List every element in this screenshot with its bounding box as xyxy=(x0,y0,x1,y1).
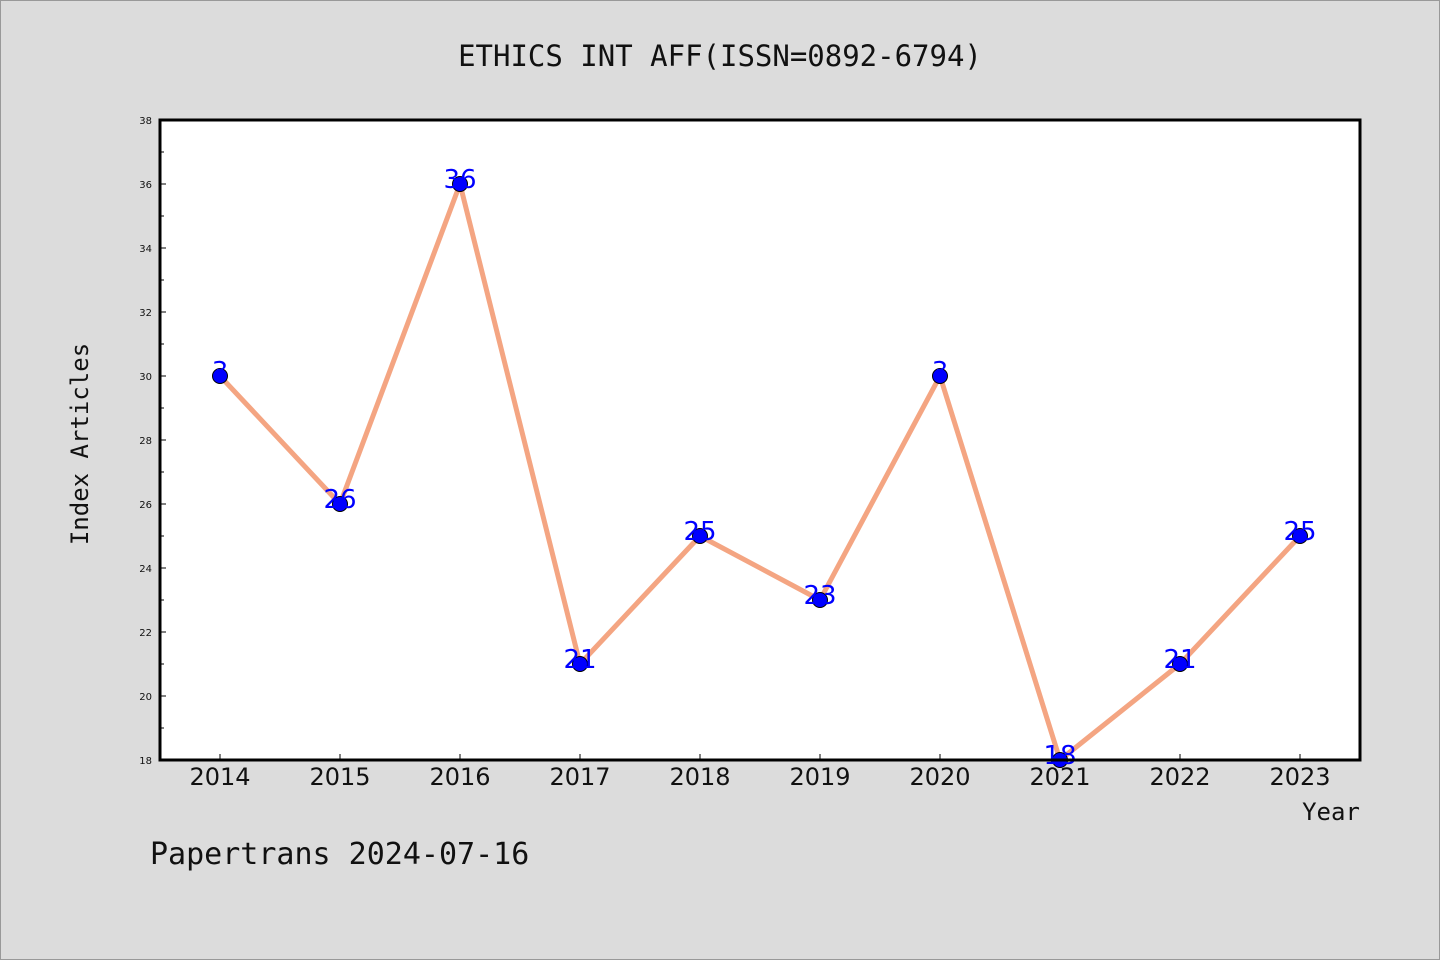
y-tick-label: 18 xyxy=(139,756,152,767)
data-label: 25 xyxy=(683,517,716,547)
data-label: 3 xyxy=(932,357,949,387)
y-tick-label: 28 xyxy=(139,436,152,447)
y-axis-label: Index Articles xyxy=(66,343,94,545)
y-tick-label: 24 xyxy=(139,564,152,575)
x-tick-label: 2016 xyxy=(429,763,490,791)
x-tick-label: 2023 xyxy=(1269,763,1330,791)
data-label: 23 xyxy=(803,581,836,611)
series-polyline xyxy=(217,181,1303,763)
x-axis: 2014 2015 2016 2017 2018 2019 2020 2021 2022 2023 xyxy=(189,754,1331,791)
chart-title: ETHICS INT AFF(ISSN=0892-6794) xyxy=(458,39,982,73)
data-point xyxy=(332,496,348,512)
x-tick-label: 2018 xyxy=(669,763,730,791)
y-tick-label: 32 xyxy=(139,308,152,319)
data-label: 21 xyxy=(1163,645,1196,675)
data-point xyxy=(812,592,828,608)
y-tick-label: 20 xyxy=(139,692,152,703)
data-label: 3 xyxy=(212,357,229,387)
data-point xyxy=(932,368,948,384)
y-tick-label: 30 xyxy=(139,372,152,383)
data-point xyxy=(1292,528,1308,544)
x-tick-label: 2015 xyxy=(309,763,370,791)
y-tick-label: 36 xyxy=(139,180,152,191)
x-tick-label: 2022 xyxy=(1149,763,1210,791)
footer-text: Papertrans 2024-07-16 xyxy=(150,837,529,872)
x-tick-label: 2014 xyxy=(189,763,250,791)
data-label: 18 xyxy=(1043,741,1076,771)
y-tick-label: 34 xyxy=(139,244,152,255)
data-point xyxy=(692,528,708,544)
data-label: 21 xyxy=(563,645,596,675)
data-point xyxy=(452,176,468,192)
x-axis-label: Year xyxy=(1302,798,1360,826)
data-label: 36 xyxy=(443,165,476,195)
data-label: 26 xyxy=(323,485,356,515)
series-markers xyxy=(212,176,1308,768)
data-label: 25 xyxy=(1283,517,1316,547)
x-tick-label: 2020 xyxy=(909,763,970,791)
data-point xyxy=(212,368,228,384)
series-line xyxy=(217,181,1303,763)
y-tick-label: 38 xyxy=(139,116,152,127)
plot-area xyxy=(160,120,1360,760)
data-labels: 3 26 36 21 25 23 3 18 21 25 xyxy=(212,165,1317,771)
data-point xyxy=(1172,656,1188,672)
plot-frame xyxy=(158,118,1362,762)
x-tick-label: 2019 xyxy=(789,763,850,791)
x-tick-label: 2017 xyxy=(549,763,610,791)
data-point xyxy=(572,656,588,672)
y-tick-label: 22 xyxy=(139,628,152,639)
y-tick-label: 26 xyxy=(139,500,152,511)
